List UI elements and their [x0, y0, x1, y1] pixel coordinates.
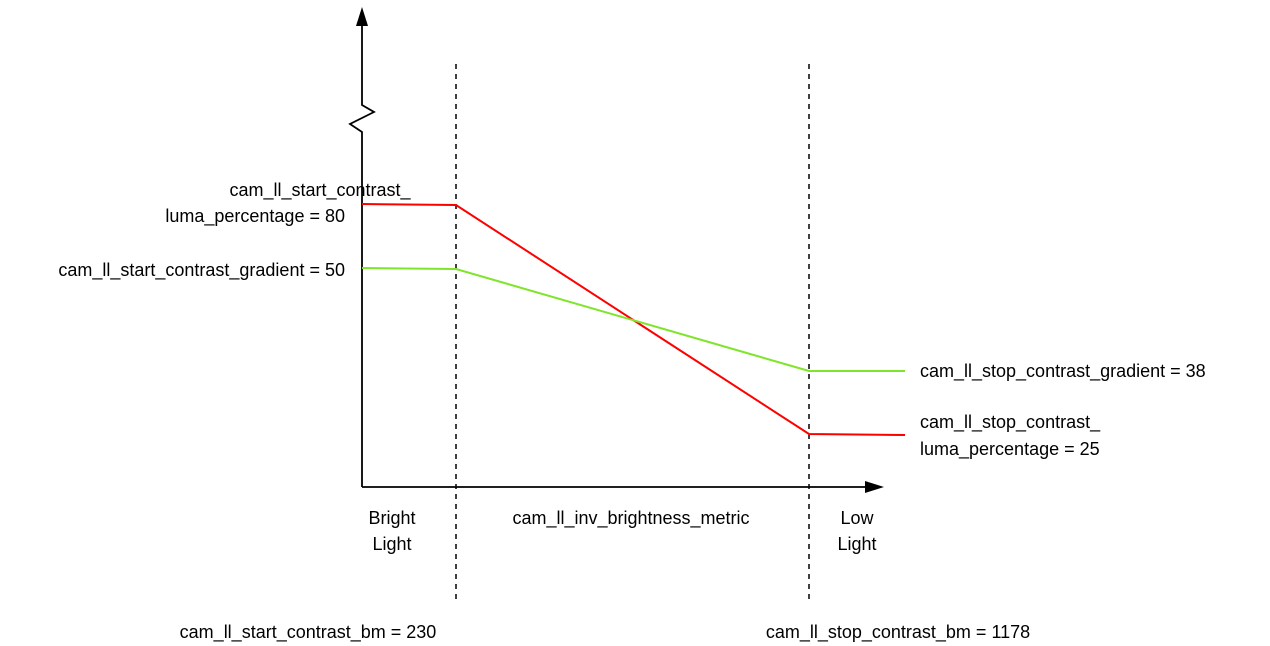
start-luma-label-line2: luma_percentage = 80 — [165, 206, 345, 227]
y-axis-arrowhead — [356, 7, 368, 26]
bright-light-label-line1: Bright — [368, 508, 415, 528]
low-light-label-line1: Low — [840, 508, 874, 528]
stop-gradient-label: cam_ll_stop_contrast_gradient = 38 — [920, 361, 1206, 382]
y-axis — [348, 22, 376, 487]
start-bm-label: cam_ll_start_contrast_bm = 230 — [180, 622, 437, 643]
start-luma-label-line1: cam_ll_start_contrast_ — [229, 180, 411, 201]
low-light-label-line2: Light — [837, 534, 876, 554]
x-axis-arrowhead — [865, 481, 884, 493]
x-axis-metric-label: cam_ll_inv_brightness_metric — [512, 508, 749, 529]
start-gradient-label: cam_ll_start_contrast_gradient = 50 — [58, 260, 345, 281]
bright-light-label-line2: Light — [372, 534, 411, 554]
stop-bm-label: cam_ll_stop_contrast_bm = 1178 — [766, 622, 1030, 643]
contrast-gradient-line — [361, 267, 905, 372]
stop-luma-label-line1: cam_ll_stop_contrast_ — [920, 412, 1101, 433]
stop-luma-label-line2: luma_percentage = 25 — [920, 439, 1100, 460]
